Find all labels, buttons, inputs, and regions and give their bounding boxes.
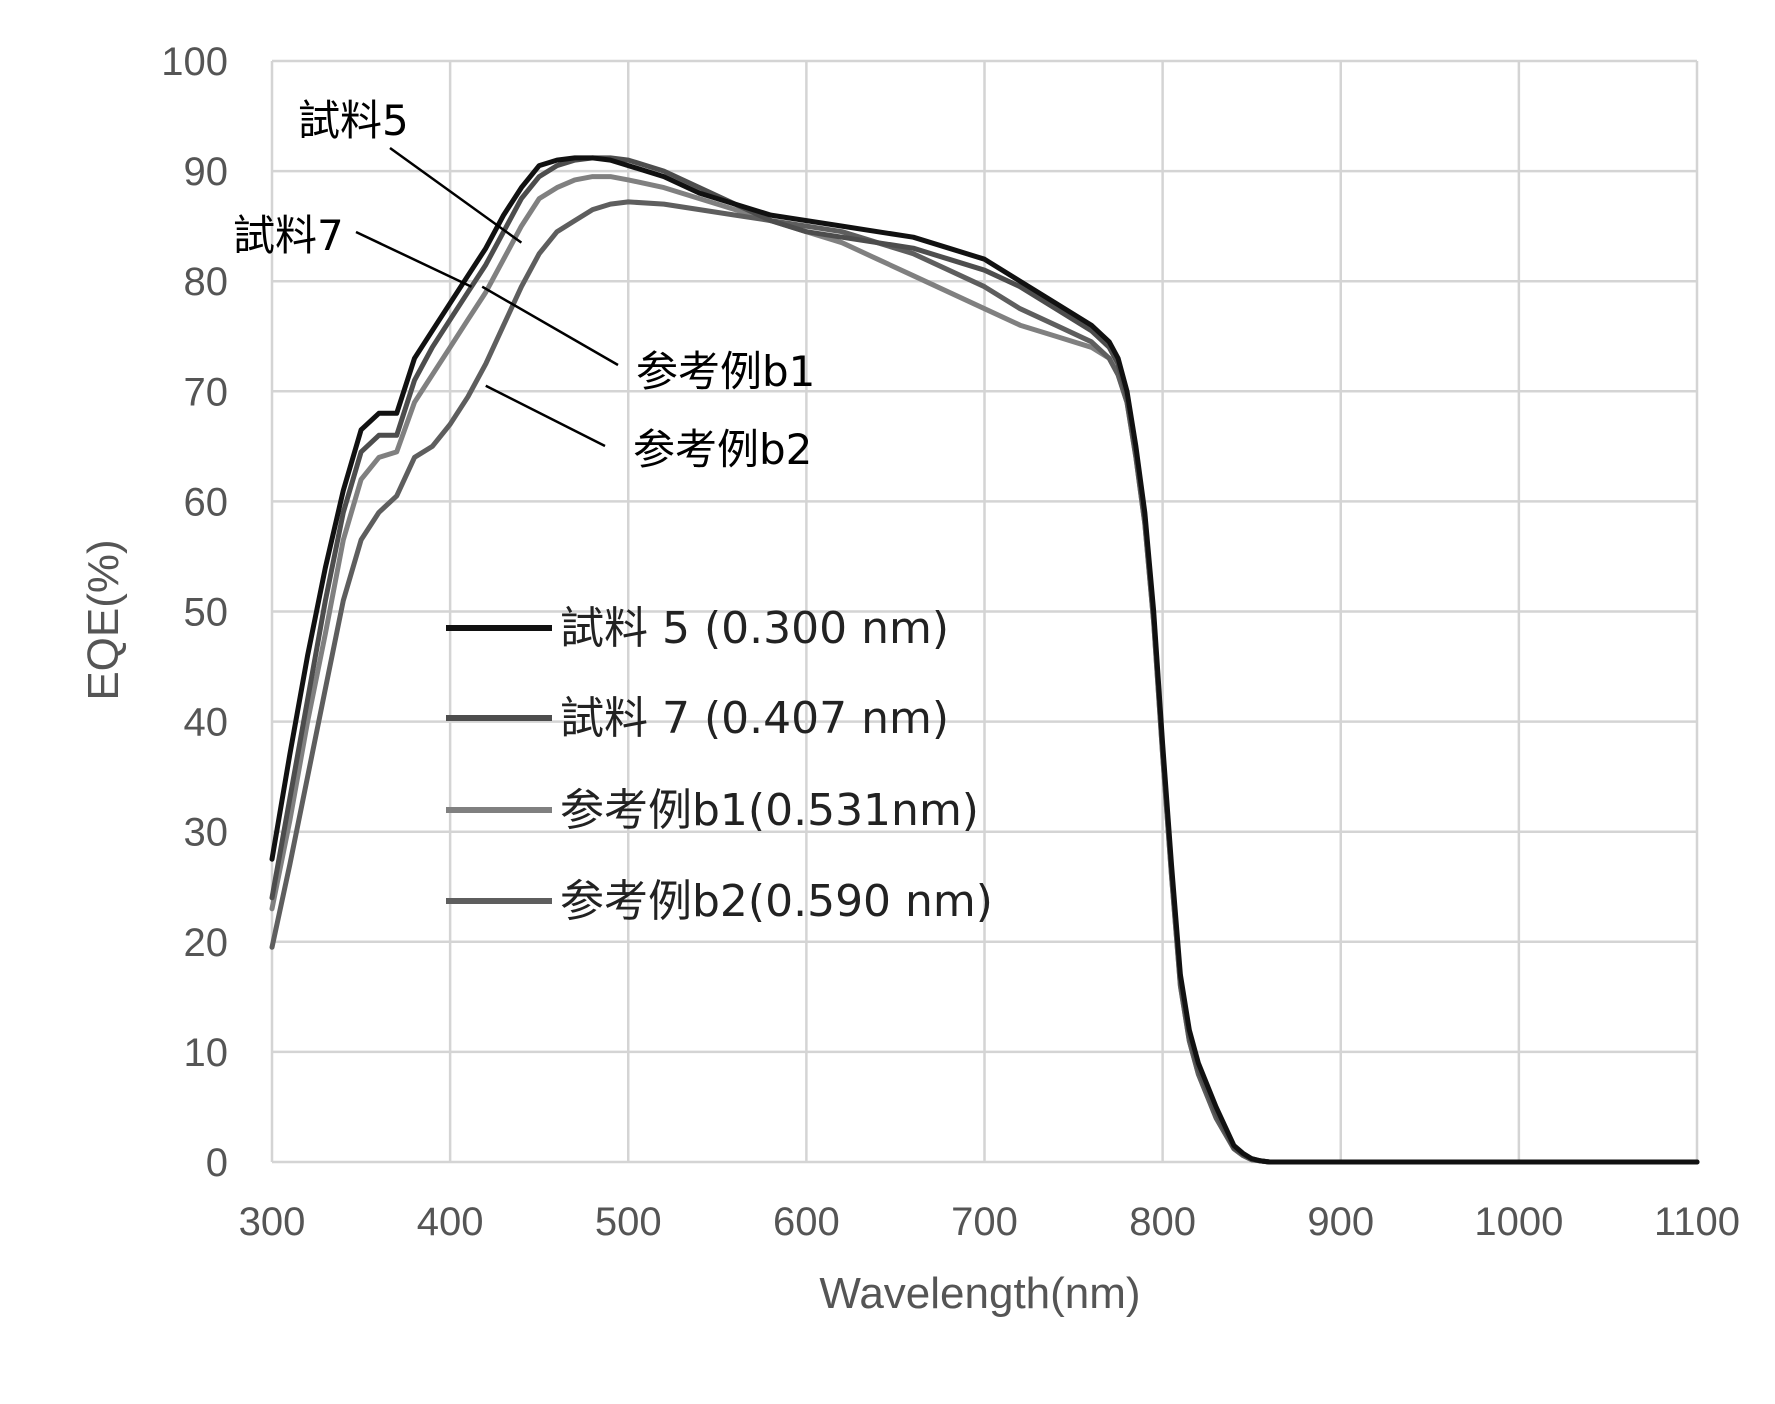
legend-label: 参考例b2(0.590 nm) xyxy=(560,876,993,927)
annotation-leader-line xyxy=(390,148,521,243)
y-axis-ticks: 0 10 20 30 40 50 60 70 80 90 100 xyxy=(161,40,228,1185)
x-tick-label: 400 xyxy=(417,1200,484,1244)
legend-label: 試料 7 (0.407 nm) xyxy=(560,693,949,744)
y-tick-label: 40 xyxy=(184,701,229,745)
annotation-label: 試料5 xyxy=(298,96,409,145)
x-tick-label: 500 xyxy=(595,1200,662,1244)
x-axis-title: Wavelength(nm) xyxy=(819,1269,1140,1318)
x-tick-label: 600 xyxy=(773,1200,840,1244)
legend-label: 参考例b1(0.531nm) xyxy=(560,785,979,836)
x-tick-label: 800 xyxy=(1129,1200,1196,1244)
annotation-label: 参考例b1 xyxy=(636,347,815,396)
y-tick-label: 90 xyxy=(184,150,229,194)
annotation-leader-line xyxy=(356,232,472,287)
annotation-label: 参考例b2 xyxy=(633,425,812,474)
x-tick-label: 700 xyxy=(951,1200,1018,1244)
x-tick-label: 300 xyxy=(239,1200,306,1244)
annotation-leader-line xyxy=(486,386,605,446)
legend-label: 試料 5 (0.300 nm) xyxy=(560,603,949,654)
y-tick-label: 100 xyxy=(161,40,228,84)
y-tick-label: 50 xyxy=(184,591,229,635)
annotation-label: 試料7 xyxy=(233,211,344,260)
grid xyxy=(272,61,1697,1162)
y-tick-label: 10 xyxy=(184,1031,229,1075)
x-axis-ticks: 300 400 500 600 700 800 900 1000 1100 xyxy=(239,1200,1740,1244)
y-tick-label: 20 xyxy=(184,921,229,965)
x-tick-label: 900 xyxy=(1307,1200,1374,1244)
y-tick-label: 0 xyxy=(206,1141,228,1185)
legend: 試料 5 (0.300 nm) 試料 7 (0.407 nm) 参考例b1(0.53… xyxy=(446,603,993,927)
y-axis-title: EQE(%) xyxy=(79,539,128,700)
y-tick-label: 30 xyxy=(184,811,229,855)
y-tick-label: 70 xyxy=(184,370,229,414)
y-tick-label: 60 xyxy=(184,480,229,524)
x-tick-label: 1000 xyxy=(1474,1200,1563,1244)
x-tick-label: 1100 xyxy=(1654,1200,1740,1244)
y-tick-label: 80 xyxy=(184,260,229,304)
